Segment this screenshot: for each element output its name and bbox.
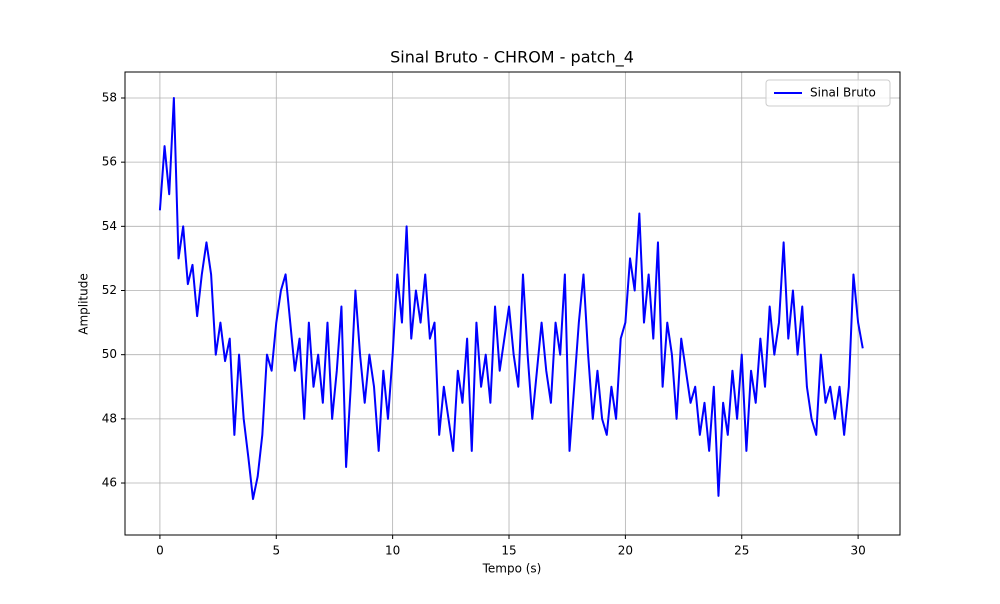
legend-box [765, 79, 891, 107]
data-line [158, 96, 864, 501]
y-axis-label: Amplitude [77, 273, 91, 335]
x-axis-label: Tempo (s) [482, 562, 542, 576]
y-tick-label: 58 [102, 90, 117, 104]
y-tick-label: 48 [102, 411, 117, 425]
x-tick-label: 20 [618, 544, 633, 558]
y-tick-label: 50 [102, 347, 117, 361]
legend-label: Sinal Bruto [810, 86, 876, 100]
chart-title: Sinal Bruto - CHROM - patch_4 [390, 48, 634, 68]
y-tick-label: 54 [102, 219, 117, 233]
x-tick-label: 15 [501, 544, 516, 558]
y-tick-label: 52 [102, 283, 117, 297]
x-tick-label: 0 [156, 544, 164, 558]
x-tick-label: 25 [734, 544, 749, 558]
y-tick-label: 46 [102, 476, 117, 490]
x-tick-label: 5 [272, 544, 280, 558]
plot-frame [124, 71, 901, 536]
x-tick-label: 10 [385, 544, 400, 558]
x-tick-label: 30 [850, 544, 865, 558]
y-tick-label: 56 [102, 155, 117, 169]
